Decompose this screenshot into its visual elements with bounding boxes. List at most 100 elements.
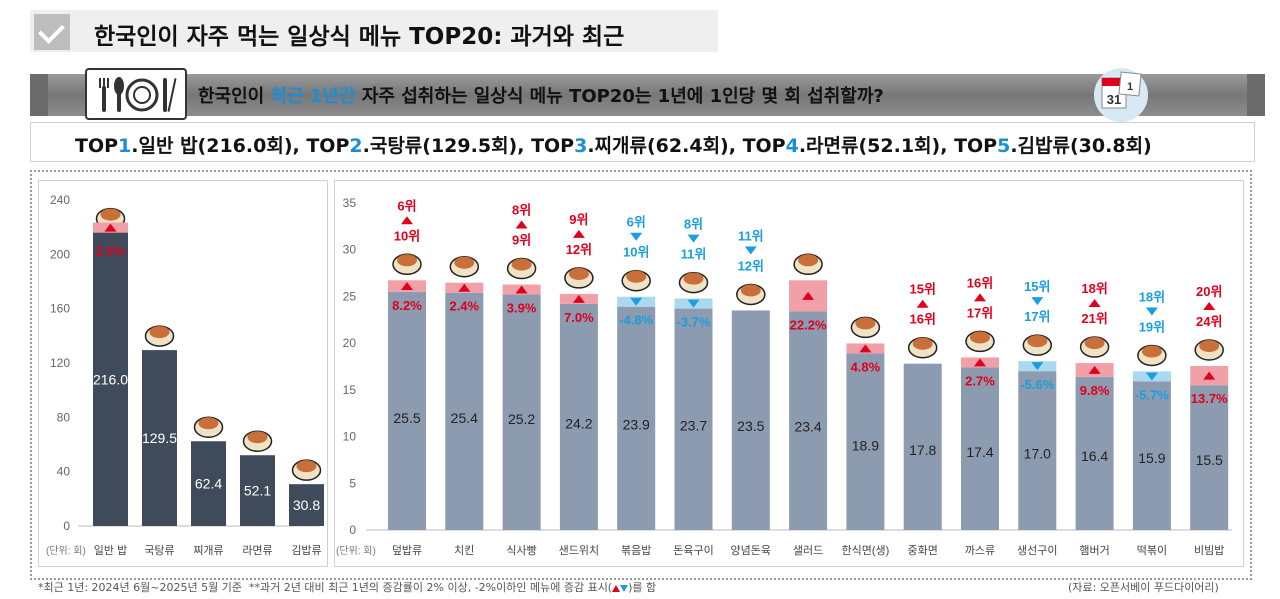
calendar-day: 31 [1107, 92, 1121, 107]
recent-rank-label: 20위 [1196, 284, 1222, 299]
change-label: 3.9% [507, 301, 537, 316]
recent-rank-label: 15위 [1024, 279, 1050, 294]
up-triangle-icon [974, 293, 986, 302]
stew-pot-icon [193, 416, 224, 438]
down-triangle-icon [687, 234, 700, 243]
top5-prefix: TOP [306, 135, 350, 157]
y-tick-label: 35 [343, 196, 357, 210]
y-tick-label: 0 [349, 523, 356, 537]
up-triangle-icon [612, 584, 621, 592]
bar-value-label: 216.0 [93, 371, 128, 387]
change-label: -5.6% [1020, 377, 1054, 392]
bar [789, 311, 828, 530]
up-triangle-icon [515, 220, 528, 229]
top5-bar [30, 122, 1255, 162]
up-triangle-icon [1088, 365, 1101, 374]
subtitle: 한국인이 최근 1년간 자주 섭취하는 일상식 메뉴 TOP20는 1년에 1인… [198, 86, 884, 107]
recent-rank-label: 16위 [967, 275, 993, 290]
bar [142, 350, 177, 526]
top5-rank: 2 [349, 135, 363, 157]
gimbap-icon [291, 459, 322, 481]
chart-frame [30, 170, 1252, 580]
x-tick-label: 덮밥류 [392, 544, 422, 557]
past-rank-label: 17위 [1024, 309, 1050, 324]
bar-value-label: 23.7 [680, 417, 707, 433]
unit-label: (단위: 회) [336, 544, 376, 557]
bar [191, 441, 226, 526]
pork-icon [678, 271, 709, 294]
left-chart-panel [38, 180, 328, 567]
title-box [30, 10, 718, 52]
past-rank-label: 19위 [1139, 319, 1165, 334]
y-tick-label: 25 [343, 289, 357, 303]
bar-value-label: 23.4 [794, 419, 821, 435]
top5-item: .찌개류(62.4회), [587, 135, 743, 157]
x-tick-label: 샌드위치 [559, 544, 599, 557]
past-rank-label: 10위 [394, 228, 420, 243]
down-triangle-icon [687, 299, 700, 308]
bar [1075, 376, 1114, 530]
top5-summary: TOP1.일반 밥(216.0회), TOP2.국탕류(129.5회), TOP… [75, 131, 1152, 158]
check-icon [34, 14, 70, 50]
down-triangle-icon [620, 584, 629, 592]
right-chart-panel [334, 180, 1244, 567]
footnote: *최근 1년: 2024년 6월~2025년 5월 기준 **과거 2년 대비 … [38, 581, 657, 594]
y-tick-label: 15 [343, 383, 357, 397]
bar [1190, 385, 1229, 530]
bar-value-label: 17.0 [1024, 446, 1051, 462]
recent-rank-label: 6위 [397, 198, 416, 213]
y-tick-label: 200 [50, 247, 70, 261]
bar-value-label: 62.4 [195, 476, 222, 492]
fried-rice-icon [621, 269, 651, 292]
source-note: (자료: 오픈서베이 푸드다이어리) [1068, 581, 1219, 594]
top5-prefix: TOP [531, 135, 575, 157]
bar [617, 306, 656, 530]
sandwich-icon [564, 267, 594, 289]
recent-rank-label: 6위 [627, 215, 646, 230]
y-tick-label: 160 [50, 302, 70, 316]
past-rank-label: 11위 [681, 247, 707, 262]
past-rank-label: 9위 [512, 233, 531, 248]
bar-value-label: 17.8 [909, 442, 936, 458]
bar-value-label: 52.1 [244, 483, 271, 499]
bar [559, 303, 598, 530]
bar-value-label: 16.4 [1081, 448, 1108, 464]
top5-rank: 1 [118, 135, 132, 157]
bar-value-label: 23.9 [623, 417, 650, 433]
up-triangle-icon [916, 299, 929, 308]
change-label: -3.7% [677, 315, 711, 330]
top5-rank: 5 [997, 135, 1011, 157]
y-tick-label: 20 [343, 336, 357, 350]
cutlet-icon [965, 330, 995, 353]
bar [1132, 381, 1171, 530]
x-tick-label: 일반 밥 [94, 543, 127, 557]
change-label: 8.2% [392, 298, 422, 313]
bar-value-label: 25.5 [393, 410, 420, 426]
top5-prefix: TOP [742, 135, 786, 157]
change-label: 7.0% [564, 310, 594, 325]
past-rank-label: 10위 [623, 245, 649, 260]
bar [903, 363, 942, 530]
bar-value-label: 15.9 [1138, 450, 1165, 466]
recent-rank-label: 8위 [684, 217, 703, 232]
soup-icon [144, 325, 175, 347]
x-tick-label: 라면류 [242, 544, 272, 557]
top5-item: .라면류(52.1회), [798, 135, 955, 157]
recent-rank-label: 9위 [569, 212, 588, 227]
up-triangle-icon [1203, 302, 1216, 311]
down-triangle-icon [1031, 362, 1044, 371]
bar-value-label: 23.5 [737, 418, 764, 434]
up-triangle-icon [974, 358, 986, 367]
bread-icon [506, 257, 537, 280]
change-label: 4.8% [851, 359, 881, 374]
band-right-edge [1247, 74, 1265, 116]
x-tick-label: 중화면 [908, 544, 938, 557]
bar-value-label: 25.4 [451, 410, 478, 426]
bar-value-label: 17.4 [966, 444, 993, 460]
x-tick-label: 치킨 [454, 544, 474, 557]
past-rank-label: 24위 [1196, 314, 1222, 329]
up-triangle-icon [458, 283, 471, 292]
noodle-icon [850, 316, 881, 339]
up-triangle-icon [859, 344, 872, 353]
y-tick-label: 5 [349, 476, 356, 490]
